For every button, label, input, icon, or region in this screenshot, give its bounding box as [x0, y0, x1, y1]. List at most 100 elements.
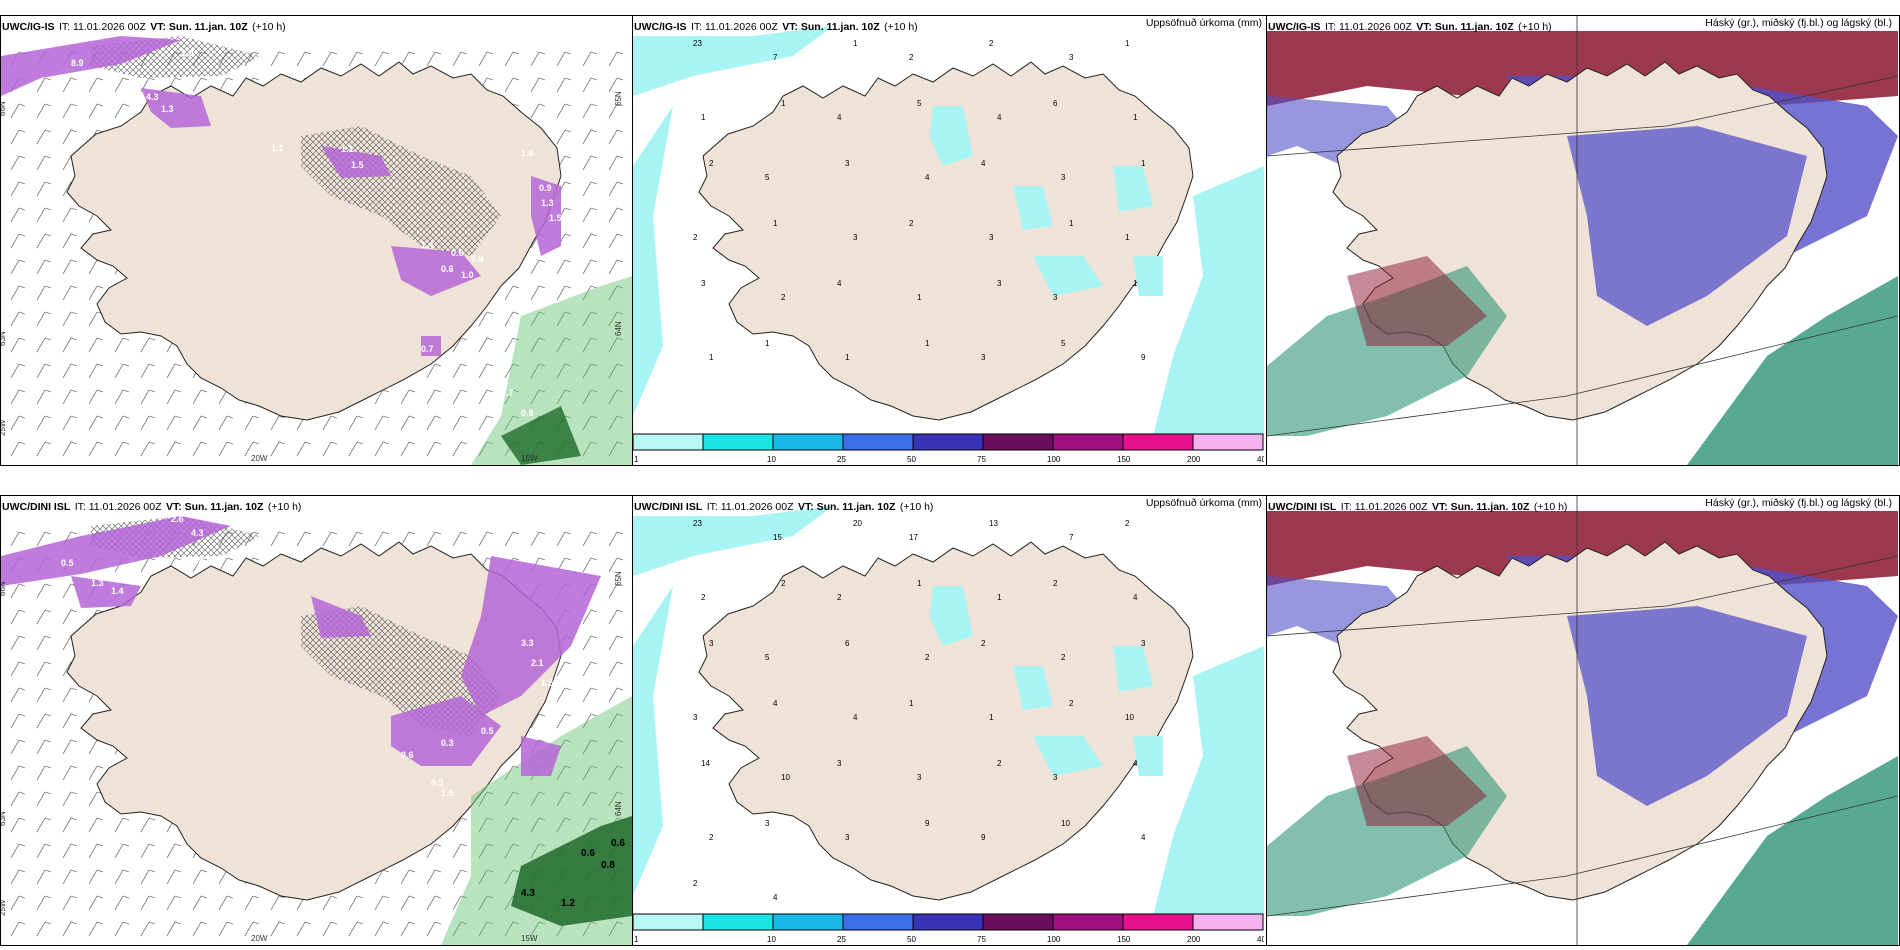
- precip-accum-value: 2: [997, 759, 1002, 768]
- precip-accum-value: 23: [693, 39, 702, 48]
- cloud-svg: [1267, 496, 1899, 945]
- colorbar-label: 50: [907, 455, 916, 464]
- precip-value-label: 0.5: [61, 558, 74, 568]
- precip-accum-value: 4: [773, 699, 778, 708]
- colorbar-cell: [1192, 433, 1264, 451]
- precip-value-label: 1.1: [271, 143, 284, 153]
- precip-accum-value: 3: [701, 279, 706, 288]
- precip-accum-value: 5: [765, 173, 770, 182]
- precip-accum-value: 6: [1053, 99, 1058, 108]
- precip-value-label: 0.6: [441, 264, 454, 274]
- precip-accum-value: 17: [909, 533, 918, 542]
- cyan-patch-5: [1133, 256, 1163, 296]
- precip-value-label: 1.3: [541, 198, 554, 208]
- precip-accum-value: 1: [917, 293, 922, 302]
- colorbar-label: 50: [907, 935, 916, 944]
- cyan-patch-1: [929, 586, 973, 646]
- precip-value-label: 0.8: [521, 408, 534, 418]
- lat-label: 63N: [1, 331, 7, 346]
- precip-accum-value: 4: [837, 279, 842, 288]
- colorbar-label: 10: [767, 455, 776, 464]
- precip-accum-value: 3: [693, 713, 698, 722]
- row1-right-title: UWC/IG-IS IT: 11.01.2026 00Z VT: Sun. 11…: [1268, 21, 1552, 33]
- precip-purple-mid: [321, 146, 391, 178]
- precip-purple-w: [71, 576, 141, 608]
- colorbar-label: 100: [1047, 455, 1061, 464]
- precip-value-label: 4.3: [521, 888, 535, 899]
- precip-accum-value: 3: [1141, 639, 1146, 648]
- precip-accum-value: 2: [837, 593, 842, 602]
- sea-precip-e: [1153, 166, 1264, 436]
- precip-accum-value: 2: [981, 639, 986, 648]
- precip-accum-value: 5: [765, 653, 770, 662]
- colorbar-cell: [772, 913, 844, 931]
- precip-purple-nw: [1, 516, 231, 586]
- precip-value-label: 2.6: [171, 514, 184, 524]
- precip-accum-value: 1: [1133, 279, 1138, 288]
- colorbar-cell: [633, 913, 704, 931]
- high-cloud-se: [1687, 756, 1898, 945]
- precip-accum-value: 1: [845, 353, 850, 362]
- precip-value-label: 4.3: [191, 528, 204, 538]
- precip-value-label: 1.6: [521, 148, 534, 158]
- precip-purple-mid: [311, 596, 371, 638]
- wind-precip-svg: 2.64.31.80.51.31.40.33.32.11.54.00.50.31…: [1, 514, 632, 945]
- precip-accum-value: 1: [997, 593, 1002, 602]
- row1-mid-right-title: Uppsöfnuð úrkoma (mm): [1145, 17, 1262, 29]
- precip-accum-value: 15: [773, 533, 782, 542]
- precip-value-label: 8.9: [71, 58, 84, 68]
- precip-accum-value: 2: [693, 233, 698, 242]
- precip-value-label: 3.3: [521, 638, 534, 648]
- precip-value-label: 1.4: [111, 586, 124, 596]
- accum-precip-svg: 1102550751001502004002315201713722221124…: [633, 506, 1266, 944]
- colorbar-label: 1: [634, 455, 639, 464]
- precip-accum-value: 3: [765, 819, 770, 828]
- cyan-patch-3: [1033, 256, 1103, 296]
- lon-label: 20W: [251, 454, 268, 463]
- precip-accum-value: 5: [917, 99, 922, 108]
- row2-right-title: UWC/DINI ISL IT: 11.01.2026 00Z VT: Sun.…: [1268, 501, 1568, 513]
- precip-accum-value: 13: [989, 519, 998, 528]
- colorbar-cell: [1052, 913, 1124, 931]
- precip-accum-value: 5: [1061, 339, 1066, 348]
- cyan-patch-5: [1133, 736, 1163, 776]
- precip-value-label: 1.2: [561, 898, 575, 909]
- colorbar-cell: [702, 913, 774, 931]
- lat-label: 66N: [1, 101, 7, 116]
- precip-green: [471, 276, 632, 465]
- precip-purple-nw: [1, 36, 181, 96]
- precip-accum-value: 7: [773, 53, 778, 62]
- precip-value-label: 1.5: [549, 213, 562, 223]
- sea-precip-w: [633, 106, 673, 416]
- precip-value-label: 1.4: [421, 240, 434, 250]
- row1-right-map: [1267, 16, 1899, 465]
- colorbar-cell: [702, 433, 774, 451]
- precip-accum-value: 14: [701, 759, 710, 768]
- colorbar-cell: [982, 433, 1054, 451]
- precip-accum-value: 3: [837, 759, 842, 768]
- precip-accum-value: 2: [1069, 699, 1074, 708]
- precip-accum-value: 1: [773, 219, 778, 228]
- precip-value-label: 2.1: [531, 658, 544, 668]
- colorbar-label: 400: [1257, 935, 1264, 944]
- precip-value-label: 0.7: [501, 388, 514, 398]
- precip-value-label: 1.8: [191, 556, 204, 566]
- colorbar-label: 100: [1047, 935, 1061, 944]
- low-cloud-sw: [1347, 736, 1487, 826]
- precip-value-label: 0.6: [581, 848, 595, 859]
- row1-right-cloud-title: Háský (gr.), miðský (fj.bl.) og lágský (…: [1705, 17, 1892, 29]
- precip-accum-value: 1: [909, 699, 914, 708]
- precip-accum-value: 1: [701, 113, 706, 122]
- precip-accum-value: 9: [925, 819, 930, 828]
- precip-purple-e: [531, 176, 561, 256]
- precip-purple-s: [521, 736, 561, 776]
- sea-precip-w: [633, 586, 673, 896]
- precip-value-label: 0.7: [421, 344, 434, 354]
- precip-accum-value: 2: [925, 653, 930, 662]
- precip-accum-value: 2: [709, 159, 714, 168]
- grid-lines: [1267, 16, 1899, 465]
- row2-left-title: UWC/DINI ISL IT: 11.01.2026 00Z VT: Sun.…: [2, 501, 302, 513]
- precip-accum-value: 6: [845, 639, 850, 648]
- precip-accum-value: 1: [925, 339, 930, 348]
- row2-mid-right-title: Uppsöfnuð úrkoma (mm): [1145, 497, 1262, 509]
